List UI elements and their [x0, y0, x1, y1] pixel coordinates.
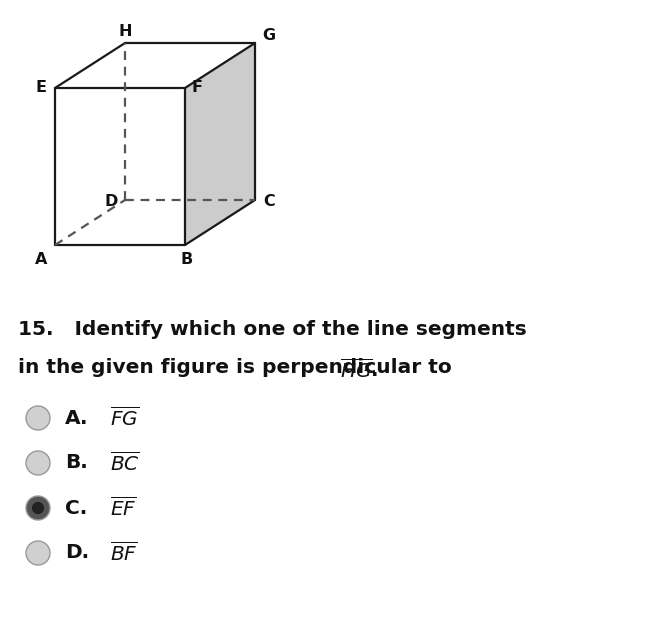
- Text: $\overline{HG}$.: $\overline{HG}$.: [340, 358, 378, 381]
- Text: A.: A.: [65, 409, 89, 427]
- Text: D.: D.: [65, 543, 89, 563]
- Text: $\overline{BF}$: $\overline{BF}$: [110, 542, 138, 564]
- Text: A: A: [35, 252, 47, 266]
- Text: B: B: [181, 252, 193, 266]
- Text: F: F: [191, 81, 203, 96]
- Circle shape: [26, 541, 50, 565]
- Text: D: D: [105, 194, 118, 209]
- Text: 15.   Identify which one of the line segments: 15. Identify which one of the line segme…: [18, 320, 527, 339]
- Circle shape: [26, 496, 50, 520]
- Text: $\overline{BC}$: $\overline{BC}$: [110, 451, 140, 475]
- Text: B.: B.: [65, 453, 88, 473]
- Circle shape: [32, 502, 44, 514]
- Polygon shape: [185, 43, 255, 245]
- Circle shape: [26, 406, 50, 430]
- Text: C: C: [263, 194, 275, 209]
- Text: $\overline{FG}$: $\overline{FG}$: [110, 406, 139, 430]
- Text: G: G: [262, 27, 275, 42]
- Circle shape: [26, 451, 50, 475]
- Text: C.: C.: [65, 499, 87, 517]
- Text: $\overline{EF}$: $\overline{EF}$: [110, 496, 136, 520]
- Text: H: H: [118, 24, 132, 39]
- Text: in the given figure is perpendicular to: in the given figure is perpendicular to: [18, 358, 459, 377]
- Text: E: E: [36, 81, 46, 96]
